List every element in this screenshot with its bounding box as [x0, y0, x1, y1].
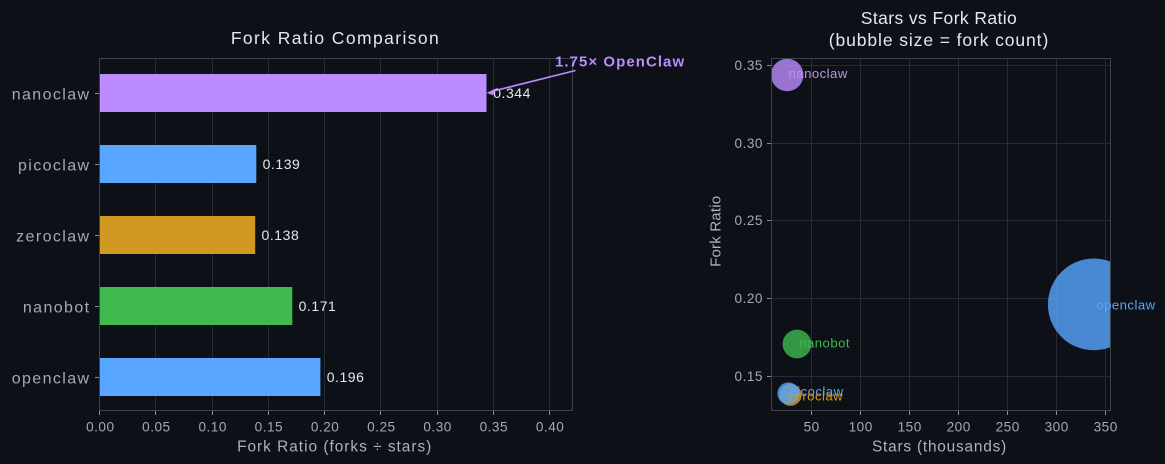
svg-text:0.25: 0.25	[367, 420, 395, 435]
svg-text:Fork Ratio: Fork Ratio	[708, 196, 725, 267]
svg-text:nanoclaw: nanoclaw	[789, 66, 848, 81]
svg-text:50: 50	[804, 420, 820, 435]
svg-text:200: 200	[947, 420, 971, 435]
svg-text:100: 100	[849, 420, 873, 435]
svg-text:0.20: 0.20	[311, 420, 339, 435]
svg-text:nanobot: nanobot	[23, 300, 91, 317]
svg-text:0.30: 0.30	[735, 136, 763, 151]
svg-text:openclaw: openclaw	[1096, 298, 1155, 313]
svg-text:nanobot: nanobot	[799, 335, 850, 350]
svg-text:picoclaw: picoclaw	[789, 384, 843, 399]
svg-text:0.15: 0.15	[255, 420, 283, 435]
svg-text:350: 350	[1094, 420, 1118, 435]
svg-text:Stars vs Fork Ratio: Stars vs Fork Ratio	[861, 8, 1017, 28]
svg-text:nanoclaw: nanoclaw	[12, 87, 91, 104]
svg-text:150: 150	[898, 420, 922, 435]
svg-text:0.30: 0.30	[423, 420, 451, 435]
svg-text:250: 250	[996, 420, 1020, 435]
svg-text:0.196: 0.196	[327, 369, 365, 385]
svg-text:0.10: 0.10	[198, 420, 226, 435]
svg-text:zeroclaw: zeroclaw	[16, 229, 90, 246]
svg-text:0.00: 0.00	[86, 420, 114, 435]
svg-text:openclaw: openclaw	[12, 371, 91, 388]
svg-text:0.35: 0.35	[735, 58, 763, 73]
svg-text:Stars (thousands): Stars (thousands)	[872, 439, 1007, 456]
svg-text:picoclaw: picoclaw	[18, 158, 91, 175]
svg-text:0.05: 0.05	[142, 420, 170, 435]
svg-text:1.75× OpenClaw: 1.75× OpenClaw	[555, 54, 685, 71]
svg-text:0.344: 0.344	[493, 85, 531, 101]
svg-text:0.15: 0.15	[735, 369, 763, 384]
svg-text:0.25: 0.25	[735, 213, 763, 228]
svg-text:300: 300	[1045, 420, 1069, 435]
svg-text:(bubble size = fork count): (bubble size = fork count)	[829, 30, 1049, 50]
svg-text:0.40: 0.40	[536, 420, 564, 435]
svg-text:0.20: 0.20	[735, 291, 763, 306]
svg-text:Fork Ratio (forks ÷ stars): Fork Ratio (forks ÷ stars)	[237, 439, 432, 456]
svg-text:zeroclaw: zeroclaw	[788, 388, 844, 403]
svg-text:0.35: 0.35	[480, 420, 508, 435]
svg-text:0.138: 0.138	[262, 227, 300, 243]
svg-text:0.171: 0.171	[299, 298, 337, 314]
svg-text:0.139: 0.139	[263, 156, 301, 172]
svg-text:Fork Ratio Comparison: Fork Ratio Comparison	[231, 28, 440, 48]
